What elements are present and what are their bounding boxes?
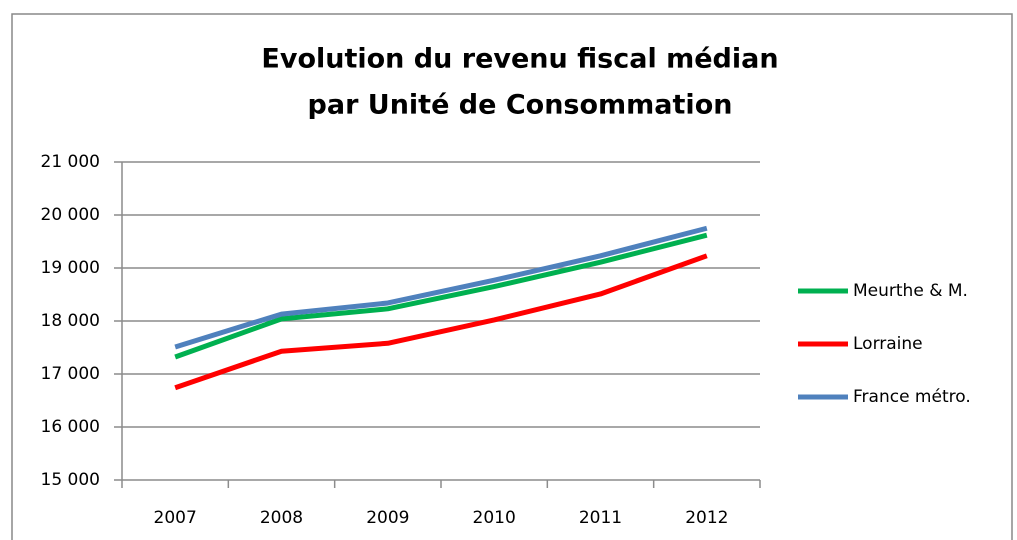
x-tick-label: 2009 [366,508,409,528]
legend-label: Meurthe & M. [853,281,968,301]
y-tick-label: 18 000 [41,311,100,331]
x-tick-label: 2012 [685,508,728,528]
y-tick-label: 15 000 [41,470,100,490]
y-tick-label: 21 000 [41,152,100,172]
series-line [174,232,708,360]
x-tick-label: 2008 [260,508,303,528]
chart-title: Evolution du revenu fiscal médian [261,44,778,75]
series-line [174,253,708,391]
y-tick-label: 17 000 [41,364,100,384]
x-tick-label: 2007 [154,508,197,528]
series-line [174,225,708,350]
x-tick-label: 2011 [579,508,622,528]
legend-label: Lorraine [853,334,923,354]
x-tick-label: 2010 [473,508,516,528]
y-tick-label: 19 000 [41,258,100,278]
legend-label: France métro. [853,387,971,407]
chart-title: par Unité de Consommation [308,90,733,121]
y-tick-label: 16 000 [41,417,100,437]
y-tick-label: 20 000 [41,205,100,225]
